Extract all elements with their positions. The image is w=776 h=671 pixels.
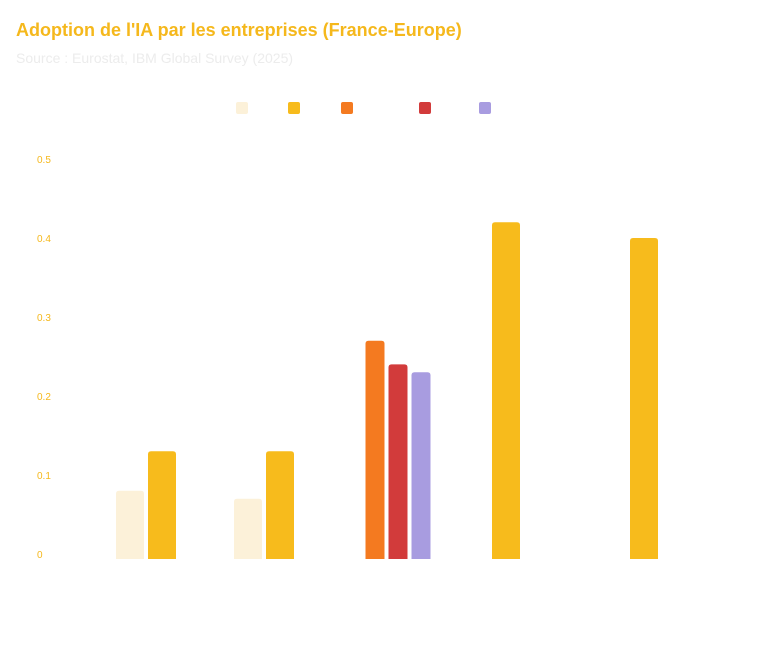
bar-group-3-series-4[interactable]	[388, 364, 408, 559]
chart-title: Adoption de l'IA par les entreprises (Fr…	[16, 20, 462, 40]
bar-group-1-series-1[interactable]	[116, 490, 144, 559]
y-tick-label: 0.3	[37, 313, 51, 324]
y-tick-label: 0.1	[37, 471, 51, 482]
chart-legend	[0, 100, 776, 116]
legend-swatch-4[interactable]	[419, 102, 431, 114]
legend-swatch-2[interactable]	[288, 102, 300, 114]
bar-group-1-series-2[interactable]	[148, 451, 176, 559]
chart-subtitle: Source : Eurostat, IBM Global Survey (20…	[16, 50, 294, 66]
bar-group-2-series-1[interactable]	[234, 498, 262, 559]
bar-group-4-series-2[interactable]	[492, 222, 520, 559]
legend-swatch-3[interactable]	[341, 102, 353, 114]
bar-group-3-series-5[interactable]	[411, 372, 431, 559]
y-tick-label: 0	[37, 550, 43, 561]
legend-swatch-1[interactable]	[236, 102, 248, 114]
legend-swatch-5[interactable]	[479, 102, 491, 114]
bar-group-5-series-2[interactable]	[630, 238, 658, 559]
bar-group-2-series-2[interactable]	[266, 451, 294, 559]
y-tick-label: 0.4	[37, 234, 51, 245]
y-tick-label: 0.5	[37, 155, 51, 166]
y-tick-label: 0.2	[37, 392, 51, 403]
bar-group-3-series-3[interactable]	[365, 340, 385, 559]
